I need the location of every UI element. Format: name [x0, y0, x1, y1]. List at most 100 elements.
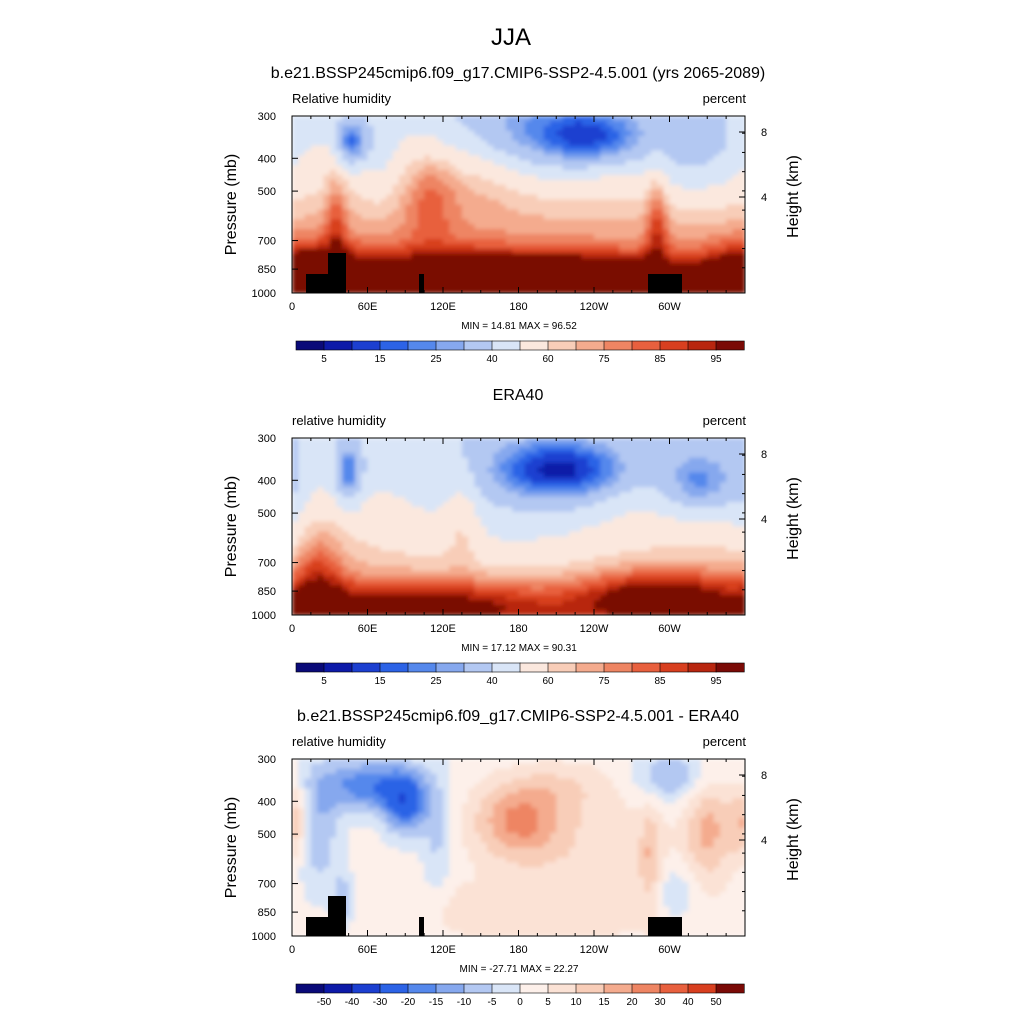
panels: b.e21.BSSP245cmip6.f09_g17.CMIP6-SSP2-4.…	[223, 65, 802, 1008]
x-tick-label: 120W	[580, 623, 609, 635]
colorbar-swatch	[547, 983, 577, 994]
colorbar-swatch	[575, 340, 605, 351]
terrain-block	[328, 896, 346, 936]
y2-tick-label: 4	[761, 192, 767, 204]
x-tick-label: 180	[509, 623, 527, 635]
colorbar-swatch	[407, 340, 437, 351]
contour-field	[292, 438, 745, 615]
y-tick-label: 400	[258, 796, 276, 808]
colorbar-label: 20	[626, 997, 638, 1008]
colorbar-swatch	[463, 662, 493, 673]
colorbar-swatch	[687, 662, 717, 673]
x-tick-label: 180	[509, 944, 527, 956]
colorbar-swatch	[435, 983, 465, 994]
colorbar-swatch	[547, 662, 577, 673]
colorbar-label: 40	[682, 997, 694, 1008]
colorbar-swatch	[295, 662, 325, 673]
contour-field	[292, 116, 745, 293]
colorbar-swatch	[491, 983, 521, 994]
contour-field	[292, 759, 745, 936]
units-label: percent	[703, 413, 747, 428]
colorbar-swatch	[379, 983, 409, 994]
panel-title: ERA40	[493, 387, 544, 404]
colorbar: 5 15 25 40 60 75 85 95	[295, 340, 745, 365]
colorbar-swatch	[631, 983, 661, 994]
x-tick-label: 120E	[430, 944, 456, 956]
colorbar-label: 40	[486, 676, 498, 687]
colorbar-label: 5	[321, 676, 327, 687]
y-axis: 300 400 500 700 850 1000	[252, 754, 298, 943]
colorbar-swatch	[491, 340, 521, 351]
units-label: percent	[703, 91, 747, 106]
colorbar-label: 75	[598, 354, 610, 365]
terrain-block	[328, 253, 346, 293]
colorbar-swatch	[715, 662, 745, 673]
colorbar-swatch	[519, 340, 549, 351]
terrain-block	[344, 917, 345, 936]
x-tick-label: 0	[289, 623, 295, 635]
terrain-mask	[306, 253, 682, 293]
colorbar-swatch	[295, 340, 325, 351]
colorbar-label: 50	[710, 997, 722, 1008]
y2-axis: 48	[739, 449, 767, 591]
panel-title: b.e21.BSSP245cmip6.f09_g17.CMIP6-SSP2-4.…	[297, 708, 739, 725]
variable-label: Relative humidity	[292, 91, 391, 106]
colorbar-swatch	[463, 340, 493, 351]
colorbar-label: 95	[710, 354, 722, 365]
panel-3: b.e21.BSSP245cmip6.f09_g17.CMIP6-SSP2-4.…	[223, 708, 802, 1008]
colorbar-swatch	[659, 983, 689, 994]
figure-title: JJA	[491, 24, 531, 51]
y2-tick-label: 8	[761, 770, 767, 782]
x-axis: 0 60E 120E 180 120W 60W	[289, 438, 746, 635]
terrain-block	[648, 274, 682, 293]
colorbar-label: 60	[542, 354, 554, 365]
min-max-stats: MIN = 14.81 MAX = 96.52	[461, 321, 577, 332]
y-axis-label: Pressure (mb)	[223, 476, 240, 577]
variable-label: relative humidity	[292, 734, 386, 749]
x-axis: 0 60E 120E 180 120W 60W	[289, 116, 746, 313]
y2-tick-label: 8	[761, 449, 767, 461]
y-tick-label: 500	[258, 829, 276, 841]
colorbar-swatch	[687, 340, 717, 351]
colorbar-swatch	[659, 340, 689, 351]
y-axis: 300 400 500 700 850 1000	[252, 111, 298, 300]
x-tick-label: 0	[289, 944, 295, 956]
colorbar-swatch	[715, 340, 745, 351]
y2-axis-label: Height (km)	[785, 798, 802, 881]
colorbar-swatch	[407, 662, 437, 673]
y-tick-label: 850	[258, 907, 276, 919]
x-tick-label: 60W	[658, 623, 681, 635]
x-tick-label: 120W	[580, 301, 609, 313]
min-max-stats: MIN = -27.71 MAX = 22.27	[460, 964, 579, 975]
colorbar-swatch	[351, 983, 381, 994]
colorbar-label: 0	[517, 997, 523, 1008]
colorbar-label: -5	[488, 997, 497, 1008]
colorbar-label: -50	[317, 997, 332, 1008]
y2-axis: 48	[739, 770, 767, 912]
colorbar-label: 75	[598, 676, 610, 687]
y-tick-label: 1000	[252, 610, 276, 622]
terrain-block	[419, 917, 424, 936]
x-tick-label: 60W	[658, 944, 681, 956]
colorbar-swatch	[519, 662, 549, 673]
colorbar-label: 25	[430, 676, 442, 687]
colorbar-swatch	[295, 983, 325, 994]
x-tick-label: 60E	[358, 301, 378, 313]
min-max-stats: MIN = 17.12 MAX = 90.31	[461, 643, 577, 654]
y-tick-label: 300	[258, 754, 276, 766]
colorbar-swatch	[631, 662, 661, 673]
x-tick-label: 0	[289, 301, 295, 313]
colorbar-label: 10	[570, 997, 582, 1008]
terrain-mask	[306, 896, 682, 936]
colorbar-label: -40	[345, 997, 360, 1008]
x-tick-label: 60E	[358, 944, 378, 956]
colorbar-label: 60	[542, 676, 554, 687]
y-tick-label: 300	[258, 111, 276, 123]
colorbar-swatch	[323, 340, 353, 351]
terrain-block	[648, 917, 682, 936]
y2-axis: 48	[739, 127, 767, 269]
colorbar-label: 15	[374, 354, 386, 365]
y2-tick-label: 8	[761, 127, 767, 139]
colorbar-swatch	[603, 983, 633, 994]
